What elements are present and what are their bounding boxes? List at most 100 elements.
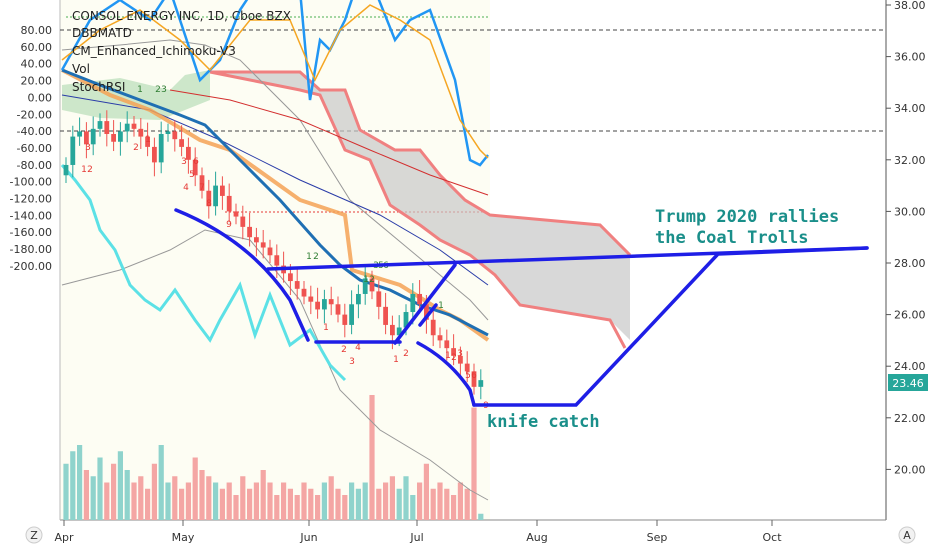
td-count-label: 3 [161,85,167,95]
candle-body [437,335,443,341]
volume-bar [478,513,484,520]
osc-tick-label: 60.00 [21,41,53,54]
x-tick-label: Apr [54,531,74,544]
td-count-label: 1 [323,323,329,333]
candle-body [301,288,307,297]
candle-body [254,237,259,243]
legend-indicator-1: DBBMATD [72,26,132,40]
td-count-label: 5 [189,170,195,180]
volume-bar [185,482,191,520]
candle-body [206,190,212,207]
timezone-icon[interactable]: Z [25,526,43,544]
candle-body [145,136,150,147]
volume-bar [145,488,151,520]
candle-body [376,291,382,307]
volume-bar [403,476,409,520]
candle-body [240,216,246,227]
volume-bar [124,470,130,520]
user-drawings[interactable] [174,208,869,407]
x-tick-label: Oct [762,531,782,544]
candle-body [471,371,477,387]
candle-body [444,340,450,349]
volume-bar [226,482,232,520]
auto-scale-icon[interactable]: A [898,526,916,544]
volume-bar [396,488,402,520]
volume-bar [328,476,334,520]
candle-body [179,139,184,147]
volume-bar [77,445,83,520]
volume-bar [151,463,157,520]
candle-body [226,195,232,212]
td-count-label: 2 [341,345,347,355]
volume-bar [165,482,171,520]
volume-bar [179,488,185,520]
x-tick-label: Sep [647,531,668,544]
candle-body [124,123,130,132]
volume-bar [158,445,164,520]
volume-bar [287,488,293,520]
candle-body [192,159,198,176]
volume-bar [294,495,300,520]
candle-body [138,128,144,137]
legend-indicator-4: StochRSI [72,80,125,94]
td-count-label: 8 [206,199,212,209]
ichimoku-cloud [62,70,632,349]
volume-bar [274,495,280,520]
candle-body [328,299,334,305]
candles-layer [63,110,484,400]
volume-bar [192,457,198,520]
candle-body [118,131,123,142]
right-axis: 20.00 22.00 24.00 26.00 28.00 30.00 32.00 34.00… [886,0,926,476]
chart-title: CONSOL ENERGY INC, 1D, Cboe BZX [72,9,291,23]
candle-body [186,146,191,160]
volume-bar [355,488,361,520]
osc-tick-label: -160.00 [10,226,52,239]
candle-body [410,293,416,313]
osc-tick-label: -60.00 [17,142,52,155]
volume-bar [451,495,457,520]
price-tick-label: 26.00 [894,309,926,322]
volume-bar [349,482,355,520]
volume-bar [63,463,69,520]
osc-tick-label: -140.00 [10,209,52,222]
knife-curve [416,341,476,407]
volume-bar [111,463,117,520]
osc-tick-label: -100.00 [10,176,52,189]
volume-layer [63,395,484,520]
td-count-label: 4 [355,343,361,353]
volume-bar [444,488,450,520]
volume-bar [437,482,443,520]
candle-body [152,146,157,163]
td-count-label: 2 [369,275,375,285]
x-tick-label: Aug [526,531,547,544]
volume-bar [417,482,423,520]
candle-body [417,293,422,305]
volume-bar [281,482,287,520]
volume-bar [172,476,178,520]
candle-body [90,128,96,145]
osc-tick-label: -40.00 [17,125,52,138]
price-tick-label: 30.00 [894,205,926,218]
annotation-coal-trolls: the Coal Trolls [655,228,809,248]
annotation-trump: Trump 2020 rallies [655,207,839,227]
td-count-label: 1 [438,301,444,311]
td-count-label: 6 [193,157,199,167]
td-count-label: 1 [393,355,399,365]
volume-bar [383,482,389,520]
svg-text:A: A [903,529,911,542]
candle-body [294,281,300,289]
last-price-label: 23.46 [892,377,924,390]
candle-body [390,324,395,336]
candle-body [267,247,273,256]
x-tick-label: Jul [409,531,423,544]
candle-body [342,314,348,325]
volume-bar [315,495,321,520]
price-tick-label: 22.00 [894,412,926,425]
osc-tick-label: -120.00 [10,193,52,206]
td-count-label: 1 [306,252,312,262]
candle-body [247,226,252,238]
cloud-early [62,70,210,120]
candle-body [335,304,341,315]
volume-bar [131,482,137,520]
